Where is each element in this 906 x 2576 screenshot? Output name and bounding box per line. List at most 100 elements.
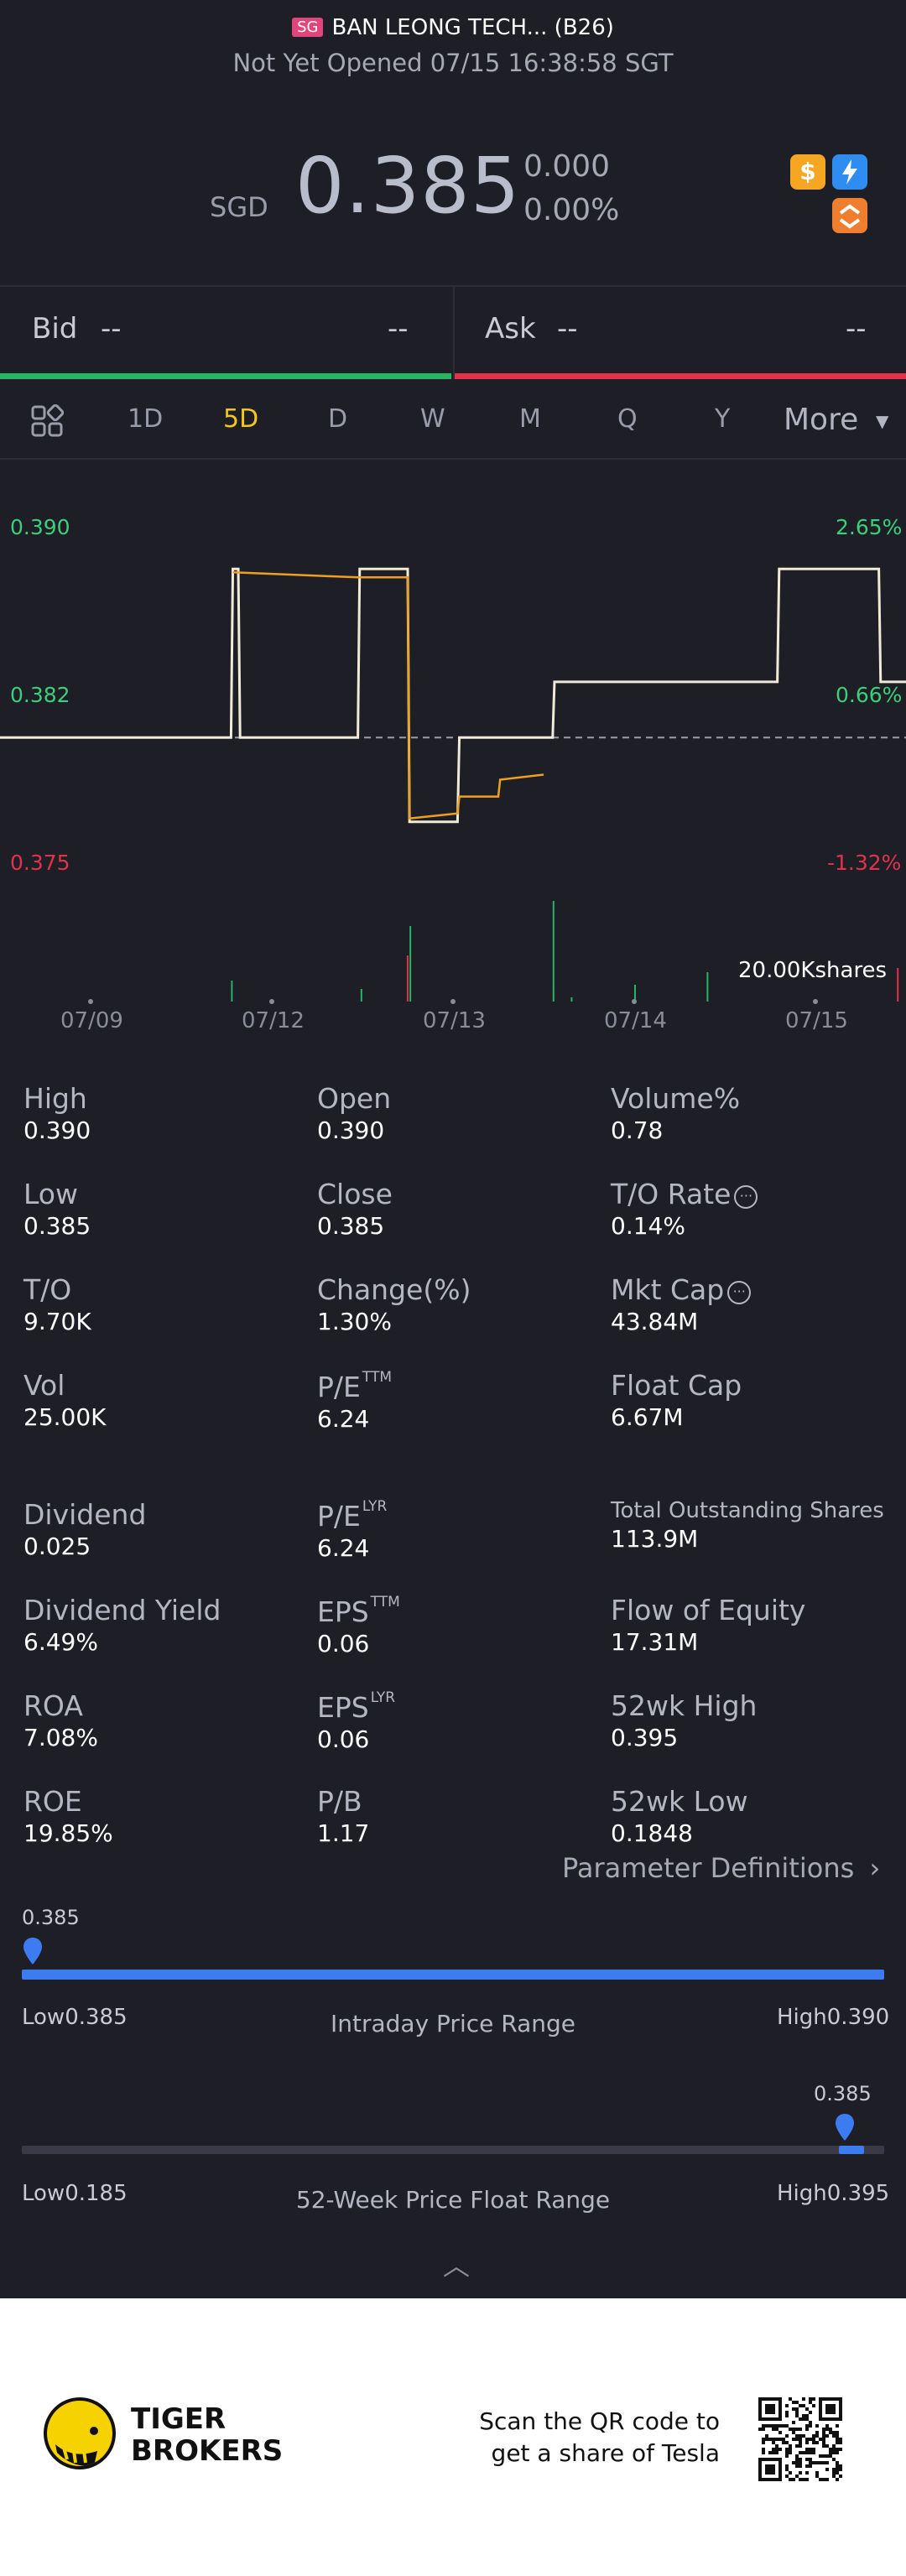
stat-label: P/E TTM: [317, 1369, 602, 1403]
bid-label: Bid: [32, 312, 78, 346]
stat-label-text: 52wk High: [611, 1689, 758, 1722]
stat-value: 0.390: [317, 1116, 385, 1144]
price-chart[interactable]: 0.390 0.382 0.375 2.65% 0.66% -1.32% 20.…: [0, 461, 906, 1049]
week52-range-track: [22, 2146, 884, 2154]
stat-volume: Volume% 0.78: [611, 1082, 896, 1144]
stat-label: Mkt Cap ···: [611, 1273, 896, 1306]
ask-size: --: [846, 312, 867, 346]
stat-value: 0.385: [23, 1212, 91, 1240]
tab-y[interactable]: Y: [715, 404, 731, 434]
qr-code-icon[interactable]: [758, 2397, 842, 2481]
stat-label: 52wk High: [611, 1689, 896, 1722]
tab-q[interactable]: Q: [617, 404, 638, 434]
stat-open: Open 0.390: [317, 1082, 602, 1144]
stat-value: 19.85%: [23, 1819, 113, 1847]
tab-1d[interactable]: 1D: [128, 404, 164, 434]
parameter-definitions-link[interactable]: Parameter Definitions ›: [562, 1852, 880, 1884]
brand-line-1: TIGER: [131, 2402, 226, 2436]
stat-label-superscript: TTM: [370, 1594, 400, 1611]
intraday-high: High0.390: [777, 2005, 890, 2030]
x-axis-tick: [88, 999, 93, 1004]
stat-value: 0.06: [317, 1630, 370, 1657]
x-axis-label: 07/12: [242, 1008, 305, 1033]
bid-strength-bar: [0, 373, 451, 379]
chevron-down-icon[interactable]: ▼: [876, 411, 889, 431]
week52-high: High0.395: [777, 2181, 890, 2206]
stat-t-o: T/O 9.70K: [23, 1273, 309, 1335]
stat-value: 0.78: [611, 1116, 664, 1144]
lightning-badge-icon[interactable]: [832, 154, 867, 190]
stat-52wk-low: 52wk Low 0.1848: [611, 1785, 896, 1847]
qr-text-line-1: Scan the QR code to: [479, 2407, 720, 2435]
stat-t-o-rate[interactable]: T/O Rate ··· 0.14%: [611, 1178, 896, 1240]
ask-section[interactable]: Ask -- --: [453, 287, 906, 379]
stat-label-text: Mkt Cap: [611, 1273, 725, 1306]
volume-scale-label: 20.00Kshares: [738, 958, 888, 983]
stat-p-e-ttm: P/E TTM 6.24: [317, 1369, 602, 1433]
intraday-range-title: Intraday Price Range: [330, 2010, 575, 2037]
stat-value: 1.30%: [317, 1308, 392, 1335]
stat-label: EPS LYR: [317, 1689, 602, 1724]
last-price: 0.385: [295, 141, 521, 231]
stat-mkt-cap[interactable]: Mkt Cap ··· 43.84M: [611, 1273, 896, 1335]
info-icon[interactable]: ···: [734, 1185, 758, 1209]
tab-w[interactable]: W: [420, 404, 445, 434]
price-line: [0, 567, 906, 824]
chevron-up-icon[interactable]: ︿: [443, 2250, 471, 2282]
volume-bar: [231, 981, 233, 1002]
stat-label: Open: [317, 1082, 602, 1115]
dollar-badge-icon[interactable]: $: [790, 154, 825, 190]
swap-badge-icon[interactable]: [832, 198, 867, 233]
ask-price: --: [557, 312, 578, 346]
y-axis-label: 0.382: [10, 683, 70, 707]
price-change: 0.000: [523, 149, 611, 184]
location-pin-icon: [836, 2114, 854, 2141]
stat-vol: Vol 25.00K: [23, 1369, 309, 1431]
bid-section[interactable]: Bid -- --: [0, 287, 451, 379]
intraday-range-bar: [22, 1970, 884, 1980]
stat-label: T/O: [23, 1273, 309, 1306]
stat-label-text: Flow of Equity: [611, 1594, 806, 1626]
stat-value: 1.17: [317, 1819, 370, 1847]
stat-value: 0.395: [611, 1724, 679, 1751]
stat-label: Flow of Equity: [611, 1594, 896, 1626]
tab-m[interactable]: M: [519, 404, 541, 434]
stat-value: 6.24: [317, 1534, 370, 1562]
quote-header: SG BAN LEONG TECH... (B26) Not Yet Opened…: [0, 0, 906, 285]
stat-value: 113.9M: [611, 1525, 699, 1553]
stat-close: Close 0.385: [317, 1178, 602, 1240]
stat-label-superscript: LYR: [362, 1498, 388, 1515]
info-icon[interactable]: ···: [727, 1281, 752, 1304]
stat-label-text: EPS: [317, 1691, 369, 1724]
stat-label-text: Volume%: [611, 1082, 741, 1115]
tab-5d[interactable]: 5D: [223, 404, 259, 434]
stat-high: High 0.390: [23, 1082, 309, 1144]
volume-bar: [552, 901, 555, 1002]
stat-label: P/E LYR: [317, 1498, 602, 1533]
currency-label: SGD: [210, 191, 268, 223]
bid-price: --: [101, 312, 122, 346]
stat-label-superscript: LYR: [370, 1689, 396, 1706]
ask-label: Ask: [485, 312, 536, 346]
chart-layout-icon[interactable]: [30, 404, 64, 438]
stat-value: 0.06: [317, 1725, 370, 1753]
more-periods-button[interactable]: More: [784, 403, 859, 437]
stat-value: 7.08%: [23, 1724, 98, 1751]
pct-axis-label: 0.66%: [836, 683, 903, 707]
promo-footer: TIGER BROKERS Scan the QR code to get a …: [0, 2298, 906, 2576]
stat-label-text: Dividend: [23, 1498, 147, 1531]
qr-text-line-2: get a share of Tesla: [491, 2439, 720, 2467]
tab-d[interactable]: D: [328, 404, 348, 434]
week52-current-value: 0.385: [814, 2082, 872, 2105]
x-axis-label: 07/13: [423, 1008, 486, 1033]
x-axis-label: 07/15: [785, 1008, 848, 1033]
x-axis-tick: [813, 999, 818, 1004]
week52-range-marker: [839, 2146, 864, 2154]
stat-value: 0.14%: [611, 1212, 685, 1240]
stat-value: 17.31M: [611, 1628, 699, 1656]
stat-value: 6.49%: [23, 1628, 98, 1656]
stat-label: Low: [23, 1178, 309, 1210]
tiger-logo-icon: [44, 2397, 116, 2469]
stat-label-text: EPS: [317, 1595, 369, 1628]
stat-low: Low 0.385: [23, 1178, 309, 1240]
